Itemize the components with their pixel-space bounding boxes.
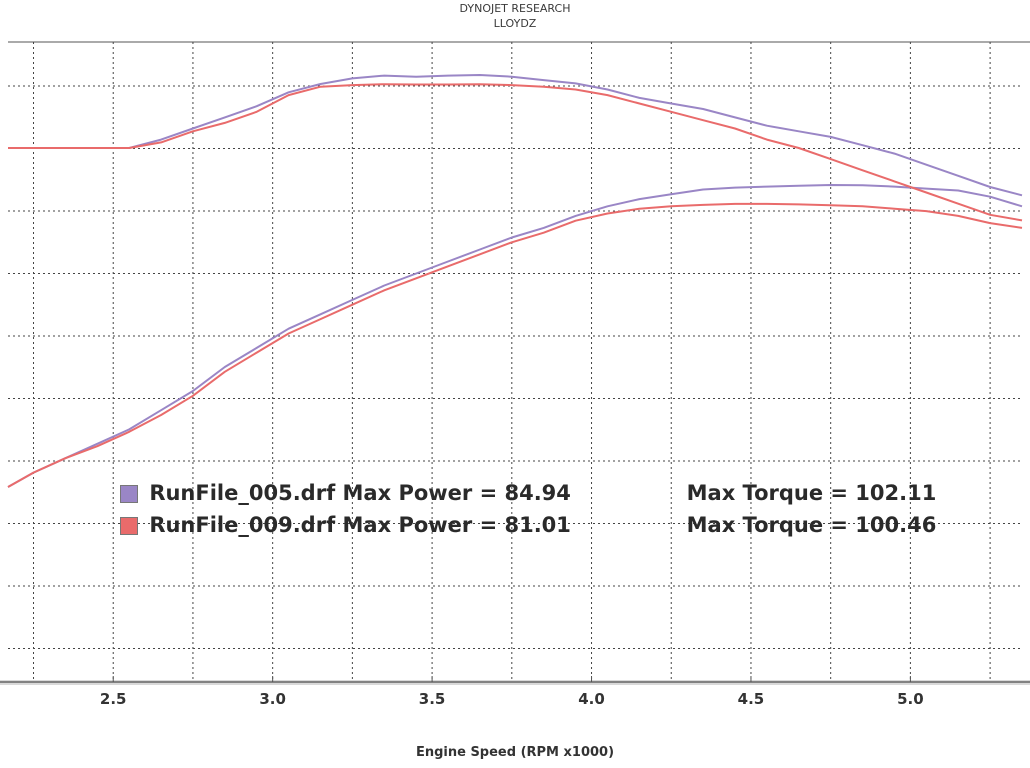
series-line-runfile-009-drf-power: [7, 202, 1023, 488]
legend-swatch: [120, 517, 138, 535]
legend-entry-009: RunFile_009.drf Max Power = 81.01 Max To…: [120, 513, 936, 537]
x-tick-label: 3.0: [259, 690, 286, 708]
series-line-runfile-005-drf-torque: [8, 74, 1023, 197]
header-title: DYNOJET RESEARCH: [459, 2, 571, 15]
legend-file-label: RunFile_009.drf Max Power = 81.01: [149, 513, 571, 537]
legend-torque-label: Max Torque = 102.11: [686, 481, 937, 505]
legend-file-label: RunFile_005.drf Max Power = 84.94: [149, 481, 571, 505]
x-tick-label: 4.0: [578, 690, 605, 708]
x-tick-label: 3.5: [419, 690, 446, 708]
x-axis-label: Engine Speed (RPM x1000): [415, 745, 615, 760]
legend-torque-label: Max Torque = 100.46: [686, 513, 937, 537]
legend-swatch: [120, 485, 138, 503]
header-subtitle: LLOYDZ: [493, 17, 537, 30]
chart-grid: [0, 41, 1030, 685]
legend-entry-005: RunFile_005.drf Max Power = 84.94 Max To…: [120, 481, 936, 505]
chart-series: [7, 74, 1023, 488]
x-tick-label: 2.5: [100, 690, 127, 708]
x-tick-label: 5.0: [897, 690, 924, 708]
series-line-runfile-005-drf-power: [7, 184, 1023, 488]
series-line-runfile-009-drf-torque: [8, 83, 1023, 222]
x-tick-label: 4.5: [738, 690, 765, 708]
x-tick-labels: 2.5 3.0 3.5 4.0 4.5 5.0: [100, 676, 924, 708]
